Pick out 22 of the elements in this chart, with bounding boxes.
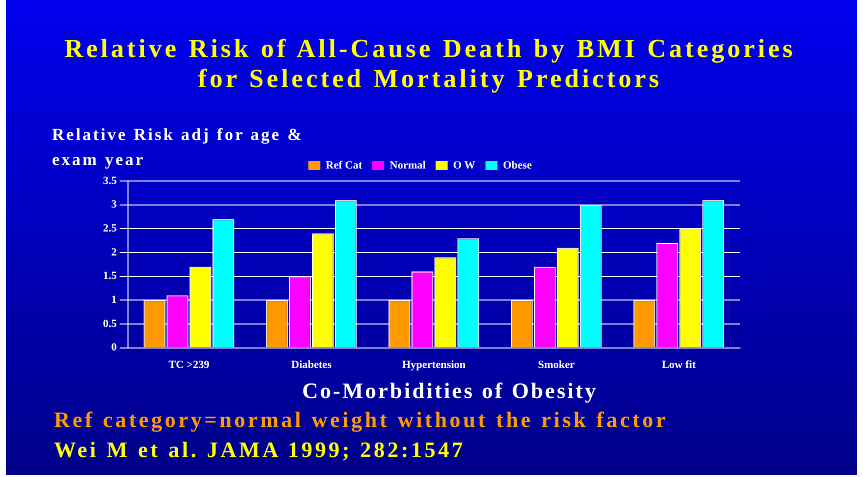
x-tick-label: TC >239	[168, 359, 210, 372]
x-axis-title: Co-Morbidities of Obesity	[301, 378, 599, 404]
x-tick-label: Hypertension	[402, 359, 466, 372]
x-tick-label: Smoker	[538, 359, 575, 372]
y-tick-label: 1.5	[103, 270, 118, 282]
y-tick-label: 3	[111, 198, 118, 211]
legend-label: O W	[453, 159, 476, 172]
y-tick-label: 2	[111, 246, 118, 258]
y-axis-title: Relative Risk adj for age & exam year	[52, 125, 304, 169]
chart-title: Relative Risk of All-Cause Death by BMI Categories for Selected Mortality Predictors	[63, 34, 797, 94]
legend-label: Normal	[390, 159, 426, 172]
y-tick-label: 3.5	[103, 174, 118, 187]
y-tick-label: 2.5	[103, 222, 118, 234]
y-tick-label: 0	[111, 342, 118, 354]
x-tick-label: Diabetes	[291, 359, 332, 372]
legend-label: Ref Cat	[326, 159, 362, 172]
x-tick-label: Low fit	[662, 359, 696, 372]
text: Ref category=normal weight without the risk factor	[54, 407, 668, 433]
y-tick-label: 0.5	[103, 318, 118, 330]
legend-label: Obese	[502, 159, 532, 172]
y-tick-label: 1	[111, 294, 117, 306]
text: Wei M et al. JAMA 1999; 282:1547	[54, 437, 466, 463]
